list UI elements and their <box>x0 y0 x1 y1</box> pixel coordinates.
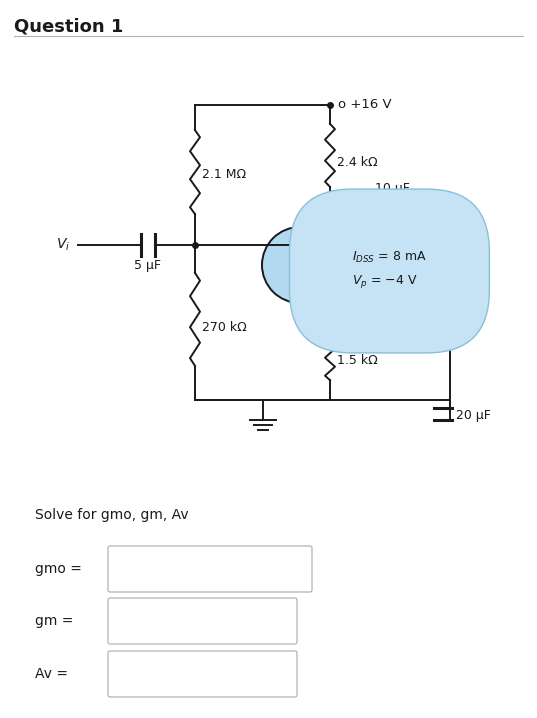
FancyBboxPatch shape <box>108 598 297 644</box>
Text: gm =: gm = <box>35 614 74 628</box>
Text: 10 μF: 10 μF <box>375 182 409 195</box>
Text: $V_o$: $V_o$ <box>456 202 473 218</box>
Circle shape <box>262 227 338 303</box>
Text: 2.4 kΩ: 2.4 kΩ <box>337 156 378 169</box>
Text: 2.1 MΩ: 2.1 MΩ <box>202 169 246 182</box>
Text: Question 1: Question 1 <box>14 18 124 36</box>
FancyBboxPatch shape <box>108 546 312 592</box>
Text: 5 μF: 5 μF <box>134 259 162 272</box>
Text: 270 kΩ: 270 kΩ <box>202 321 246 334</box>
Text: $I_{DSS}$ = 8 mA
$V_p$ = −4 V: $I_{DSS}$ = 8 mA $V_p$ = −4 V <box>352 250 427 290</box>
Text: Av =: Av = <box>35 667 68 681</box>
FancyBboxPatch shape <box>108 651 297 697</box>
Text: o +16 V: o +16 V <box>338 98 391 111</box>
Text: $V_i$: $V_i$ <box>56 237 70 253</box>
Text: gmo =: gmo = <box>35 562 82 576</box>
Text: 20 μF: 20 μF <box>456 409 491 421</box>
Text: 1.5 kΩ: 1.5 kΩ <box>337 353 378 366</box>
Text: Solve for gmo, gm, Av: Solve for gmo, gm, Av <box>35 508 188 522</box>
